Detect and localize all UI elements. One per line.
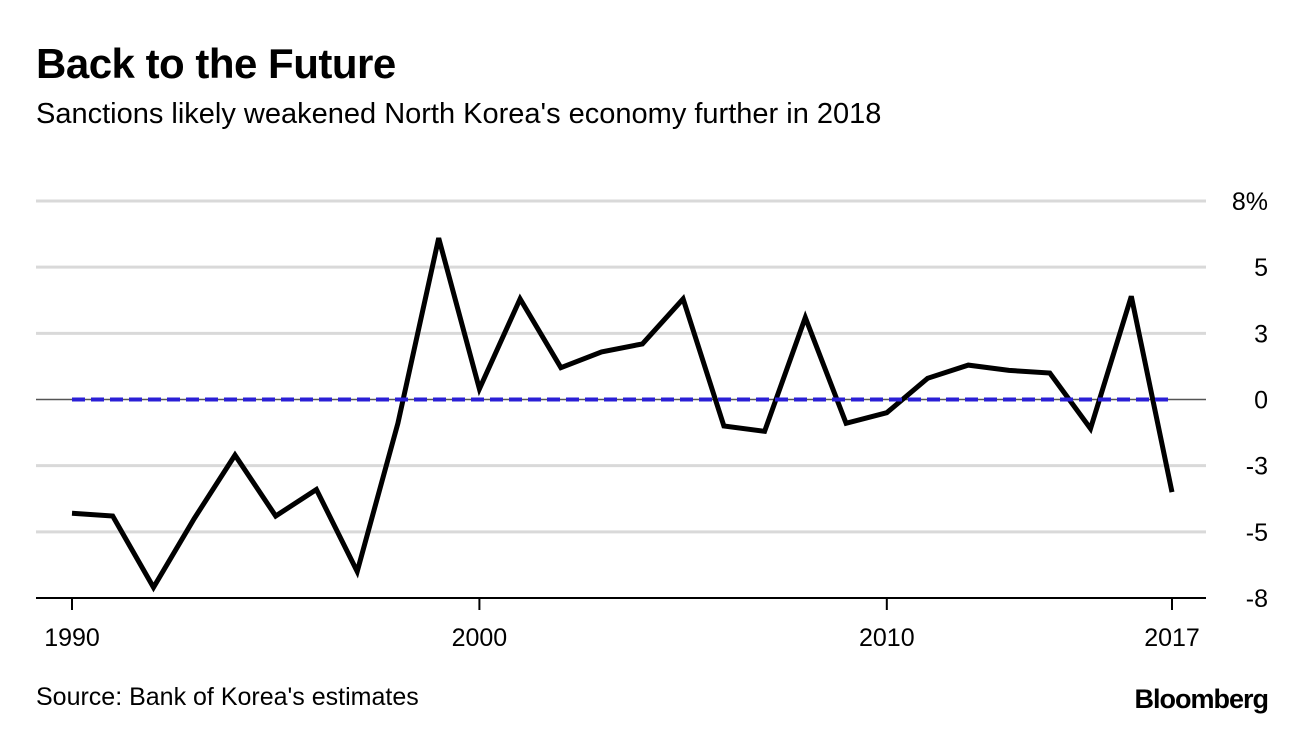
y-tick-label: -8 — [1246, 585, 1268, 613]
y-tick-label: 0 — [1254, 387, 1268, 415]
chart-title: Back to the Future — [36, 40, 396, 87]
source-note: Source: Bank of Korea's estimates — [36, 683, 419, 711]
x-axis: 1990 2000 2010 2017 — [44, 598, 1200, 652]
y-tick-label: 5 — [1254, 254, 1268, 282]
chart-subtitle: Sanctions likely weakened North Korea's … — [36, 98, 882, 130]
x-tick-label: 1990 — [44, 624, 100, 652]
x-tick-label: 2010 — [859, 624, 915, 652]
bloomberg-logo: Bloomberg — [1134, 684, 1269, 714]
x-tick-label: 2000 — [452, 624, 508, 652]
data-series — [71, 237, 1175, 593]
gdp-growth-line — [71, 237, 1175, 593]
y-tick-label: 8% — [1232, 188, 1268, 216]
y-tick-label: 3 — [1254, 320, 1268, 348]
y-tick-label: -5 — [1246, 519, 1268, 547]
y-tick-label: -3 — [1246, 453, 1268, 481]
x-tick-label: 2017 — [1144, 624, 1200, 652]
y-axis-tick-labels: 8% 5 3 0 -3 -5 -8 — [1232, 188, 1268, 613]
